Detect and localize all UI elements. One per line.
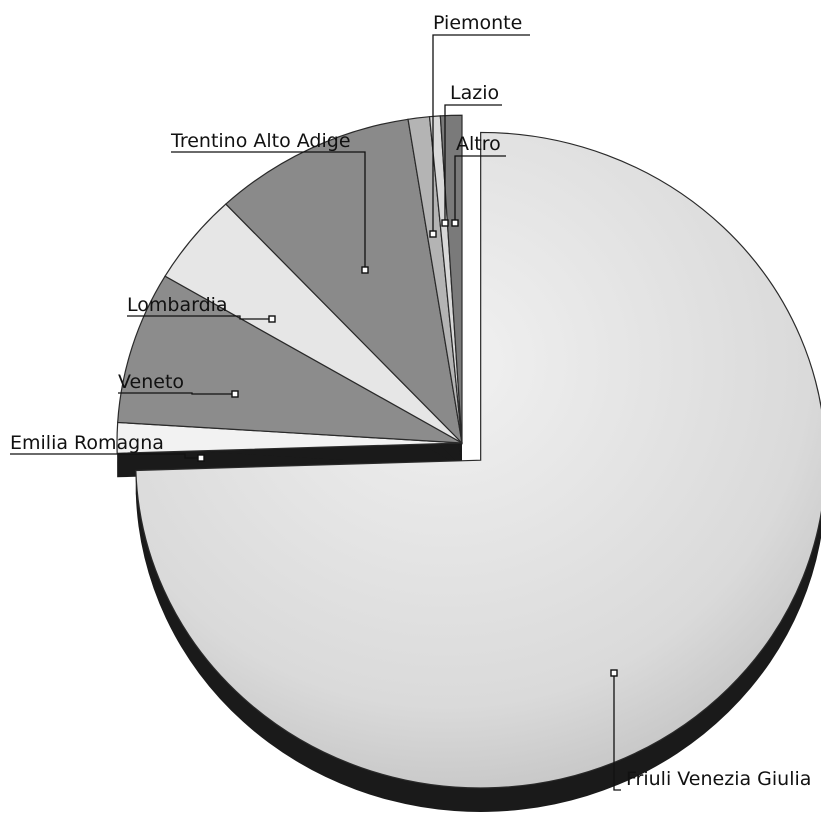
label-emilia-romagna: Emilia Romagna (10, 432, 205, 462)
label-trentino-alto-adige: Trentino Alto Adige (170, 130, 369, 274)
pie-slice-altro (439, 114, 463, 444)
slice-label-altro: Altro (456, 133, 501, 155)
marker-friuli-venezia-giulia (610, 669, 618, 677)
label-lombardia: Lombardia (127, 294, 276, 323)
leader-line-trentino-alto-adige (171, 151, 366, 270)
pie-slice-friuli-venezia-giulia (135, 131, 821, 789)
label-friuli-venezia-giulia: Friuli Venezia Giulia (610, 669, 811, 791)
marker-emilia-romagna (197, 454, 205, 462)
leader-line-friuli-venezia-giulia (613, 673, 621, 791)
marker-veneto (231, 390, 239, 398)
leader-line-piemonte (432, 34, 530, 234)
leader-line-lazio (444, 104, 502, 223)
label-altro: Altro (451, 133, 506, 227)
marker-piemonte (429, 230, 437, 238)
pie-slice-trentino-alto-adige (224, 118, 463, 445)
leader-line-emilia-romagna (10, 453, 201, 459)
leader-line-altro (454, 155, 506, 223)
pie-slice-layer (116, 114, 821, 789)
slice-label-emilia-romagna: Emilia Romagna (10, 432, 164, 454)
marker-lombardia (268, 315, 276, 323)
slice-label-friuli-venezia-giulia: Friuli Venezia Giulia (626, 768, 811, 790)
slice-label-veneto: Veneto (118, 371, 184, 393)
label-piemonte: Piemonte (429, 12, 530, 238)
slice-label-piemonte: Piemonte (433, 12, 522, 34)
leader-line-lombardia (127, 315, 272, 320)
pie-slice-veneto (117, 275, 463, 444)
pie-label-layer: Friuli Venezia Giulia Emilia Romagna Venet… (10, 12, 811, 791)
marker-altro (451, 219, 459, 227)
label-lazio: Lazio (441, 82, 502, 227)
slice-label-lazio: Lazio (450, 82, 499, 104)
slice-label-trentino-alto-adige: Trentino Alto Adige (170, 130, 351, 152)
marker-lazio (441, 219, 449, 227)
leader-line-veneto (118, 392, 235, 395)
slice-label-lombardia: Lombardia (127, 294, 228, 316)
marker-trentino-alto-adige (361, 266, 369, 274)
label-veneto: Veneto (118, 371, 239, 398)
